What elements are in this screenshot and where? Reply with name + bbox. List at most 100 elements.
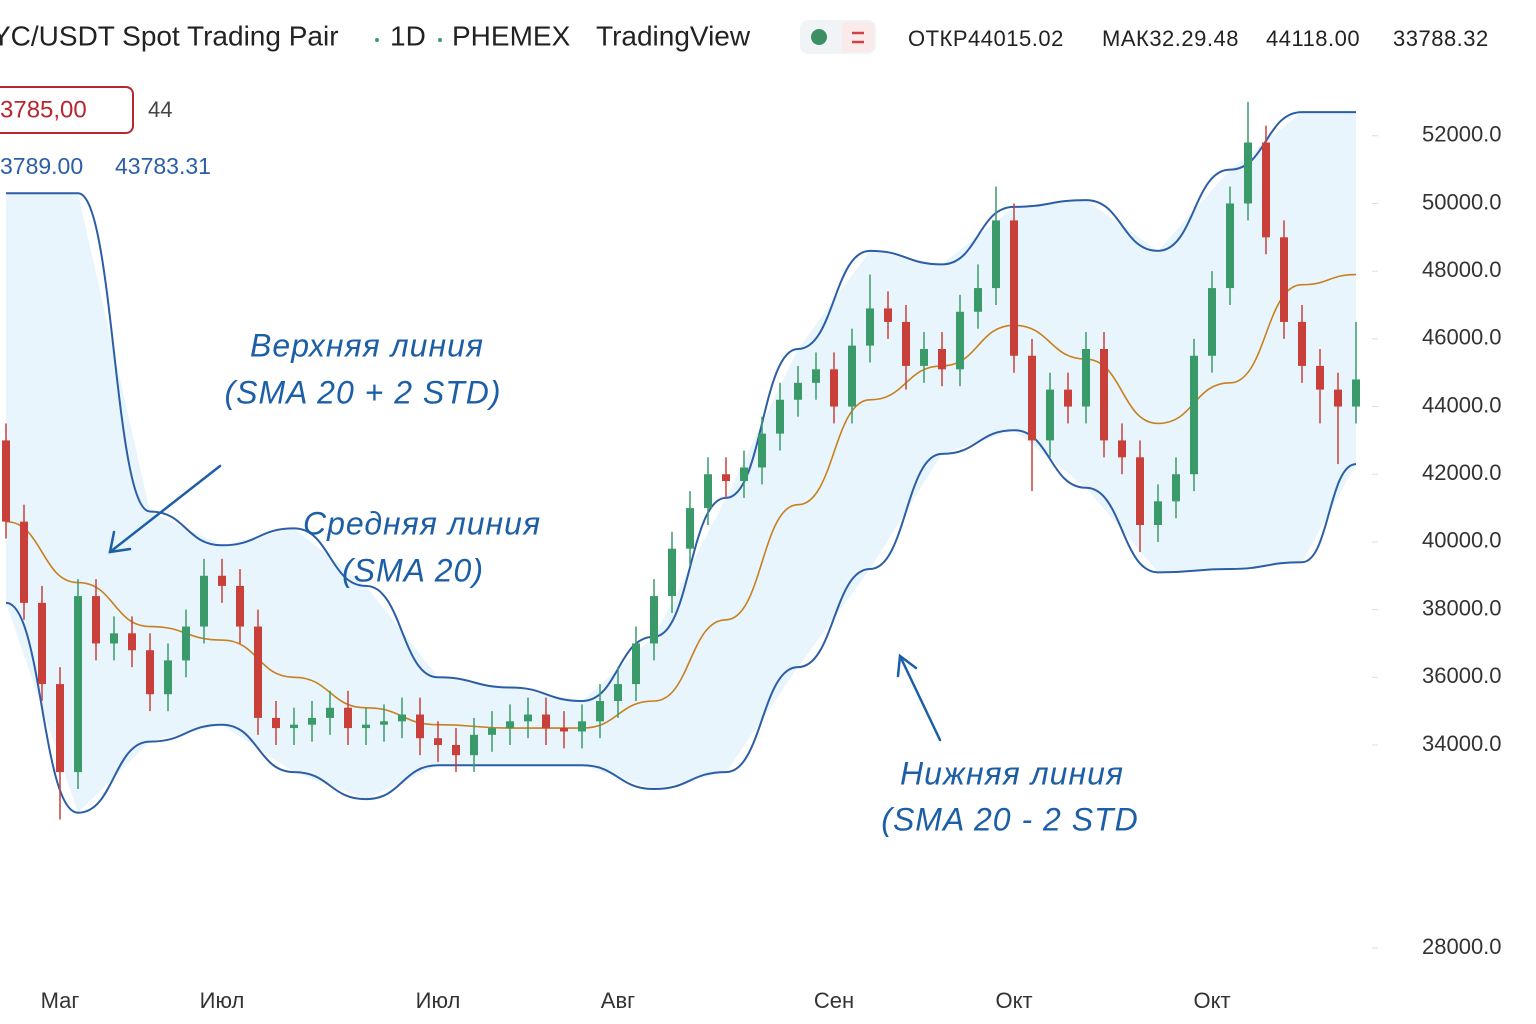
x-tick-label: Авг — [601, 988, 635, 1013]
annotation-arrow — [896, 653, 942, 742]
candle-body — [344, 707, 352, 729]
candle-body — [920, 349, 928, 366]
separator — [375, 38, 379, 42]
candle-body — [1352, 379, 1360, 407]
y-tick-label: 52000.0 — [1422, 122, 1502, 147]
ohlc-close: 33788.32 — [1393, 26, 1489, 51]
candle-body — [974, 288, 982, 312]
y-tick-label: 38000.0 — [1422, 595, 1502, 620]
middle-band — [5, 273, 1357, 729]
candle-body — [362, 724, 370, 729]
candle-body — [1010, 220, 1018, 356]
interval: 1D — [390, 20, 426, 51]
ohlc-high: МАК32.29.48 — [1102, 26, 1239, 51]
candle-body — [866, 308, 874, 346]
x-tick-label: Июл — [200, 988, 245, 1013]
candle-body — [200, 575, 208, 627]
candle-body — [1046, 389, 1054, 441]
candle-body — [452, 745, 460, 756]
candle-body — [1136, 457, 1144, 525]
candle-body — [128, 633, 136, 651]
y-tick-label: 40000.0 — [1422, 528, 1502, 553]
candle-body — [38, 602, 46, 685]
candle-body — [938, 349, 946, 370]
candle-body — [92, 596, 100, 644]
candle-body — [1244, 142, 1252, 204]
candle-body — [632, 643, 640, 685]
candle-body — [758, 433, 766, 468]
candle-body — [542, 714, 550, 729]
candle-body — [1208, 288, 1216, 356]
candle-body — [1280, 237, 1288, 322]
y-tick-label: 28000.0 — [1422, 934, 1502, 959]
candle-body — [722, 474, 730, 481]
candle-body — [506, 721, 514, 729]
y-tick-label: 36000.0 — [1422, 663, 1502, 688]
candle-body — [794, 382, 802, 400]
candle-body — [956, 311, 964, 370]
candle-body — [650, 596, 658, 644]
annotation-text: Верхняя линия — [250, 327, 484, 363]
y-tick-label: 50000.0 — [1422, 189, 1502, 214]
candle-body — [1298, 321, 1306, 366]
candle-body — [1334, 389, 1342, 407]
source: TradingView — [596, 20, 751, 51]
symbol-title: YC/USDT Spot Trading Pair — [0, 20, 339, 51]
candle-body — [1118, 440, 1126, 458]
price-box-value: 3785,00 — [0, 96, 87, 123]
x-tick-label: Июл — [416, 988, 461, 1013]
annotation-text: Нижняя линия — [900, 755, 1124, 791]
candle-body — [596, 701, 604, 722]
candle-body — [1064, 389, 1072, 407]
separator — [438, 38, 442, 42]
candle-body — [812, 369, 820, 383]
candle-body — [164, 660, 172, 695]
candle-body — [1190, 355, 1198, 475]
candle-body — [524, 714, 532, 722]
x-tick-label: Маг — [41, 988, 80, 1013]
y-tick-label: 46000.0 — [1422, 325, 1502, 350]
candle-body — [254, 626, 262, 718]
candle-body — [1172, 474, 1180, 502]
candle-body — [398, 714, 406, 722]
candle-body — [218, 575, 226, 586]
candle-body — [668, 548, 676, 597]
annotation-text: Средняя линия — [303, 505, 541, 541]
candle-body — [884, 308, 892, 322]
band-fill — [6, 112, 1356, 813]
candle-body — [236, 585, 244, 627]
candle-body — [1262, 142, 1270, 238]
candle-body — [146, 650, 154, 695]
candle-body — [110, 633, 118, 644]
candle-body — [1154, 501, 1162, 525]
candle-body — [1226, 203, 1234, 289]
candle-body — [686, 508, 694, 549]
candle-body — [830, 369, 838, 407]
y-tick-label: 34000.0 — [1422, 731, 1502, 756]
lower-band — [5, 429, 1357, 814]
candle-body — [434, 738, 442, 745]
ohlc-open: ОТКР44015.02 — [908, 26, 1064, 51]
candle-body — [2, 440, 10, 522]
annotation-text: (SMA 20 - 2 STD — [881, 801, 1138, 837]
annotation-arrow — [108, 464, 222, 554]
status-dot — [811, 29, 827, 45]
indicator-value: 3789.00 — [0, 153, 83, 179]
exchange: PHEMEX — [452, 20, 571, 51]
price-box — [0, 86, 134, 134]
x-tick-label: Сен — [814, 988, 854, 1013]
y-tick-label: 44000.0 — [1422, 392, 1502, 417]
y-tick-label: 48000.0 — [1422, 257, 1502, 282]
candle-body — [488, 728, 496, 735]
candle-body — [74, 596, 82, 773]
candle-body — [308, 717, 316, 725]
candle-body — [740, 467, 748, 481]
candle-body — [20, 521, 28, 603]
annotation-text: (SMA 20) — [342, 552, 484, 588]
status-icon — [842, 22, 874, 52]
candle-body — [470, 734, 478, 756]
plot-area — [2, 101, 1360, 820]
y-tick-label: 42000.0 — [1422, 460, 1502, 485]
candle-body — [848, 345, 856, 407]
candle-body — [578, 721, 586, 732]
